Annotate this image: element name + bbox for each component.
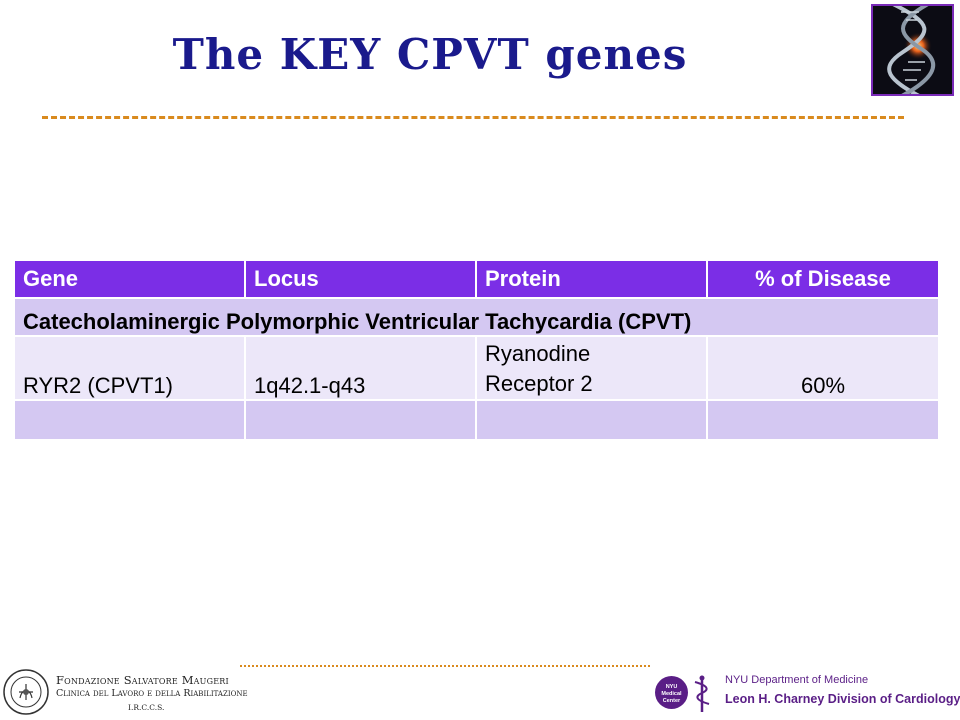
fsm-subtitle: Clinica del Lavoro e della Riabilitazion… xyxy=(56,688,248,699)
cell-protein: Ryanodine Receptor 2 xyxy=(476,335,708,400)
header-percent-disease: % of Disease xyxy=(707,261,938,298)
empty-cell xyxy=(15,399,246,439)
cell-percent: 60% xyxy=(707,335,938,400)
nyu-badge-line-2: Medical xyxy=(661,691,682,697)
genes-table: Gene Locus Protein % of Disease Catechol… xyxy=(15,261,938,439)
header-gene: Gene xyxy=(15,261,246,298)
dna-helix-icon xyxy=(871,4,954,96)
protein-line-1: Ryanodine xyxy=(485,341,591,366)
table-row: RYR2 (CPVT1) 1q42.1-q43 Ryanodine Recepto… xyxy=(15,335,938,400)
title-divider xyxy=(42,116,904,119)
footer-divider xyxy=(240,665,650,667)
seal-icon xyxy=(3,669,49,715)
fsm-tag: I.R.C.C.S. xyxy=(128,703,165,712)
fsm-name: Fondazione Salvatore Maugeri xyxy=(56,673,229,687)
group-row: Catecholaminergic Polymorphic Ventricula… xyxy=(15,297,938,336)
empty-row xyxy=(15,399,938,439)
nyu-badge: NYU Medical Center xyxy=(655,676,688,709)
slide-title: The KEY CPVT genes xyxy=(172,30,688,79)
fsm-logo: Fondazione Salvatore Maugeri Clinica del… xyxy=(0,664,248,720)
empty-cell xyxy=(476,399,708,439)
table-header-row: Gene Locus Protein % of Disease xyxy=(15,261,938,298)
header-locus: Locus xyxy=(245,261,477,298)
cell-locus: 1q42.1-q43 xyxy=(245,335,477,400)
header-protein: Protein xyxy=(476,261,708,298)
nyu-logo: NYU Medical Center NYU Department of Med… xyxy=(655,672,960,718)
nyu-badge-line-1: NYU xyxy=(665,684,678,690)
protein-line-2: Receptor 2 xyxy=(485,371,593,396)
nyu-badge-line-3: Center xyxy=(662,698,681,704)
caduceus-icon xyxy=(694,675,710,712)
group-label: Catecholaminergic Polymorphic Ventricula… xyxy=(15,297,938,336)
nyu-department: NYU Department of Medicine xyxy=(725,674,869,686)
empty-cell xyxy=(245,399,477,439)
nyu-division: Leon H. Charney Division of Cardiology xyxy=(725,692,960,706)
cell-gene: RYR2 (CPVT1) xyxy=(15,335,246,400)
empty-cell xyxy=(707,399,938,439)
